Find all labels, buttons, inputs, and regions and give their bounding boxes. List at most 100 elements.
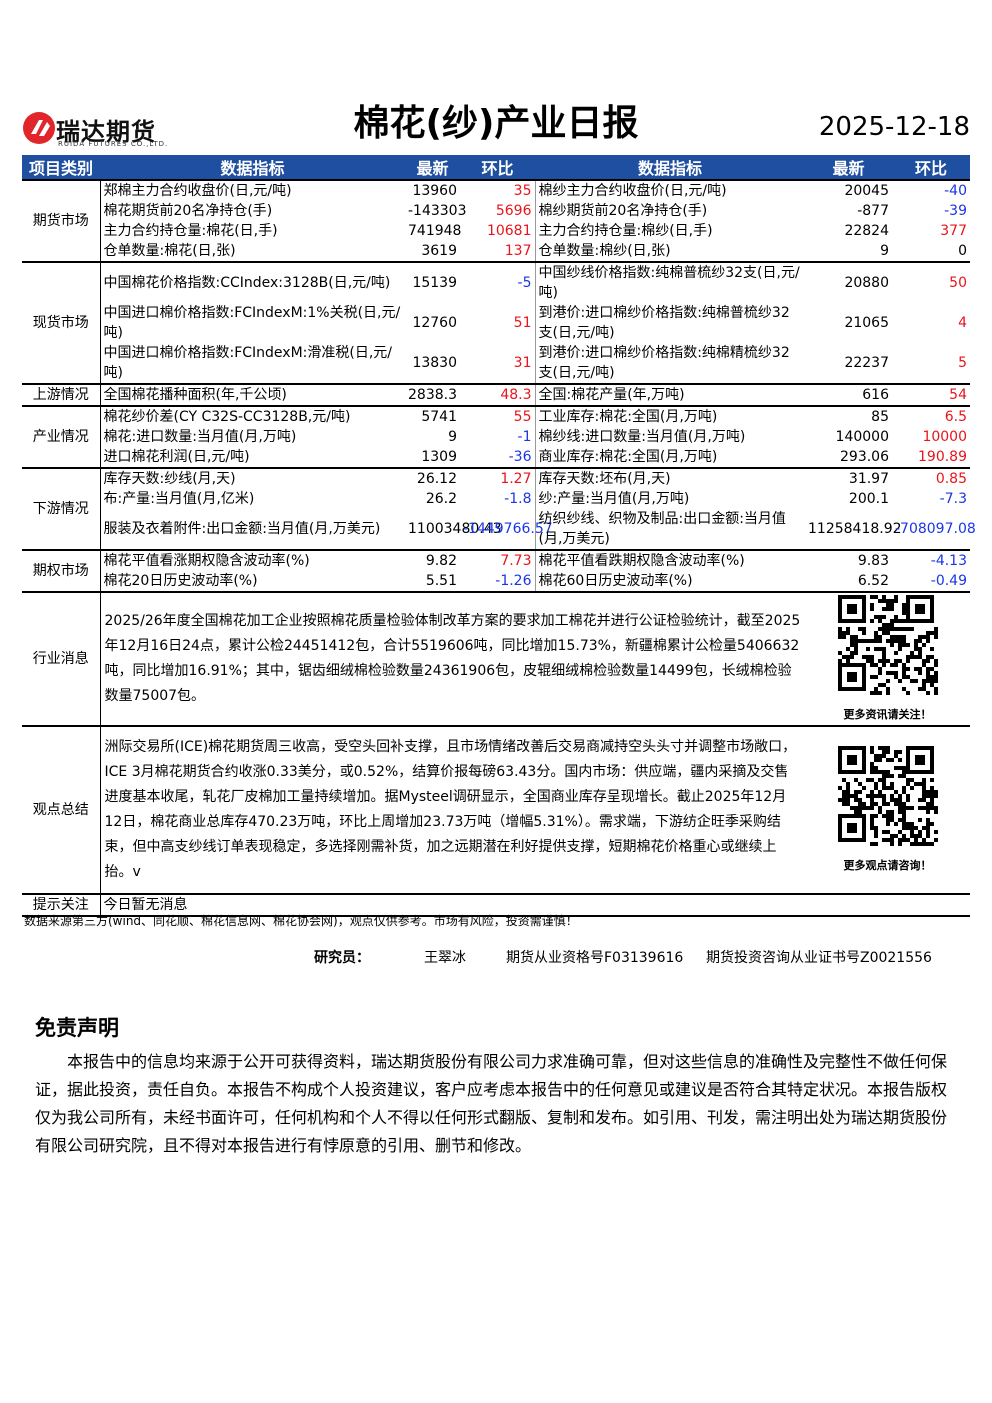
category: 提示关注 <box>22 893 101 917</box>
latest: 9 <box>880 243 889 259</box>
consulting-license: 期货投资咨询从业证书号Z0021556 <box>706 950 932 966</box>
latest: -143303 <box>408 203 467 219</box>
qr-cell: 更多观点请咨询！ <box>805 725 970 894</box>
latest: 15139 <box>405 261 460 303</box>
qr-caption: 更多资讯请关注！ <box>843 708 932 721</box>
latest: 11003480.43 <box>408 521 502 537</box>
latest: 85 <box>805 405 892 427</box>
latest: 6.52 <box>857 573 889 589</box>
column-header: 数据指标 <box>535 155 805 180</box>
data-row: 现货市场 中国棉花价格指数:CCIndex:3128B(日,元/吨) 15139 -5… <box>22 261 970 384</box>
latest: 741948 <box>408 223 462 239</box>
change: 137 <box>504 243 532 259</box>
change: -1449766.57 <box>463 521 553 537</box>
data-row: 期权市场 棉花平值看涨期权隐含波动率(%) 9.82 7.73 棉花平值看跌期权隐含波动… <box>22 549 970 592</box>
qr-code <box>837 595 938 695</box>
latest: 22237 <box>844 355 889 371</box>
header-row: 项目类别 数据指标 最新 环比 数据指标 最新 环比 <box>22 155 970 180</box>
latest: 200.1 <box>848 491 889 507</box>
change: 10000 <box>922 429 967 445</box>
data-row: 棉花:进口数量:当月值(月,万吨) 9 -1 棉纱线:进口数量:当月值(月,万吨) 14… <box>22 427 970 447</box>
latest: 20880 <box>805 261 892 303</box>
qr-cell: 更多资讯请关注！ <box>805 591 970 726</box>
data-row: 上游情况 全国棉花播种面积(年,千公顷) 2838.3 48.3 全国:棉花产量(年,万… <box>22 383 970 406</box>
indicator: 中国进口棉价格指数:FCIndexM:滑准税(日,元/吨) <box>99 343 405 384</box>
indicator: 库存天数:纱线(月,天) <box>99 467 405 489</box>
indicator: 服装及衣着附件:出口金额:当月值(月,万美元) <box>99 509 405 550</box>
indicator: 郑棉主力合约收盘价(日,元/吨) <box>99 179 405 201</box>
indicator: 主力合约持仓量:棉花(日,手) <box>99 221 405 241</box>
indicator: 棉花20日历史波动率(%) <box>99 571 405 592</box>
indicator: 棉花:进口数量:当月值(月,万吨) <box>99 427 405 447</box>
indicator: 布:产量:当月值(月,亿米) <box>99 489 405 509</box>
latest: 26.12 <box>405 467 460 489</box>
change: -708097.08 <box>895 521 976 537</box>
latest: 5741 <box>405 405 460 427</box>
data-row: 产业情况 棉花纱价差(CY C32S-CC3128B,元/吨) 5741 55 工业库存… <box>22 405 970 468</box>
change: 51 <box>513 315 532 331</box>
researcher-label: 研究员： <box>314 950 370 966</box>
indicator: 棉纱主力合约收盘价(日,元/吨) <box>534 179 805 201</box>
indicator: 中国棉花价格指数:CCIndex:3128B(日,元/吨) <box>99 261 405 303</box>
category: 产业情况 <box>22 405 101 468</box>
data-row: 期货市场 郑棉主力合约收盘价(日,元/吨) 13960 35 棉纱主力合约收盘价(日,元… <box>22 179 970 262</box>
latest: 1309 <box>421 449 457 465</box>
change: -1 <box>517 429 532 445</box>
latest: 31.97 <box>805 467 892 489</box>
latest: 21065 <box>844 315 889 331</box>
latest: 140000 <box>835 429 889 445</box>
indicator: 工业库存:棉花:全国(月,万吨) <box>534 405 805 427</box>
report-title: 棉花(纱)产业日报 <box>353 103 639 144</box>
change: 190.89 <box>918 449 967 465</box>
indicator: 纱:产量:当月值(月,万吨) <box>534 489 805 509</box>
data-table: 项目类别 数据指标 最新 环比 数据指标 最新 环比 期货市场 郑棉主力合约收盘价(日,元/吨)… <box>22 155 976 917</box>
change: 4 <box>958 315 967 331</box>
category: 观点总结 <box>22 725 101 894</box>
change: -40 <box>892 179 970 201</box>
note-row: 提示关注 今日暂无消息 <box>22 893 970 917</box>
latest: 22824 <box>844 223 889 239</box>
data-row: 服装及衣着附件:出口金额:当月值(月,万美元) 11003480.43 -14497… <box>22 509 976 550</box>
indicator: 棉纱线:进口数量:当月值(月,万吨) <box>534 427 805 447</box>
change: 6.5 <box>892 405 970 427</box>
change: -7.3 <box>939 491 967 507</box>
latest: 9.83 <box>805 549 892 571</box>
indicator: 棉花纱价差(CY C32S-CC3128B,元/吨) <box>99 405 405 427</box>
disclaimer-body: 本报告中的信息均来源于公开可获得资料，瑞达期货股份有限公司力求准确可靠，但对这些… <box>35 1052 948 1155</box>
change: 31 <box>513 355 532 371</box>
latest: 616 <box>805 383 892 406</box>
note-row: 行业消息 2025/26年度全国棉花加工企业按照棉花质量检验体制改革方案的要求加工… <box>22 591 970 726</box>
change: 35 <box>460 179 535 201</box>
latest: 12760 <box>412 315 457 331</box>
latest: 2838.3 <box>405 383 460 406</box>
data-row: 主力合约持仓量:棉花(日,手) 741948 10681 主力合约持仓量:棉纱(日,手… <box>22 221 970 241</box>
data-row: 布:产量:当月值(月,亿米) 26.2 -1.8 纱:产量:当月值(月,万吨) 200.… <box>22 489 970 509</box>
column-header: 最新 <box>805 155 892 180</box>
indicator: 中国纱线价格指数:纯棉普梳纱32支(日,元/吨) <box>534 261 805 303</box>
category: 现货市场 <box>22 261 101 384</box>
latest: 13960 <box>405 179 460 201</box>
data-row: 棉花期货前20名净持仓(手) -143303 5696 棉纱期货前20名净持仓(手) -… <box>22 201 970 221</box>
logo-sub: RUIDA FUTURES CO.,LTD. <box>58 140 169 148</box>
indicator: 棉花60日历史波动率(%) <box>534 571 805 592</box>
change: -36 <box>508 449 532 465</box>
category: 行业消息 <box>22 591 101 726</box>
indicator: 棉花期货前20名净持仓(手) <box>99 201 405 221</box>
column-header: 项目类别 <box>22 155 100 180</box>
indicator: 全国棉花播种面积(年,千公顷) <box>99 383 405 406</box>
indicator: 到港价:进口棉纱价格指数:纯棉普梳纱32支(日,元/吨) <box>534 303 805 343</box>
latest: 3619 <box>421 243 457 259</box>
latest: 20045 <box>805 179 892 201</box>
category: 上游情况 <box>22 383 101 406</box>
change: 377 <box>940 223 967 239</box>
indicator: 中国进口棉价格指数:FCIndexM:1%关税(日,元/吨) <box>99 303 405 343</box>
indicator: 仓单数量:棉纱(日,张) <box>534 241 805 262</box>
change: 5 <box>958 355 967 371</box>
category: 下游情况 <box>22 467 101 550</box>
data-row: 中国进口棉价格指数:FCIndexM:1%关税(日,元/吨) 12760 51 到港价… <box>22 303 970 343</box>
indicator: 棉花平值看涨期权隐含波动率(%) <box>99 549 405 571</box>
qr-caption: 更多观点请咨询！ <box>843 859 932 872</box>
indicator: 全国:棉花产量(年,万吨) <box>534 383 805 406</box>
indicator: 棉花平值看跌期权隐含波动率(%) <box>534 549 805 571</box>
